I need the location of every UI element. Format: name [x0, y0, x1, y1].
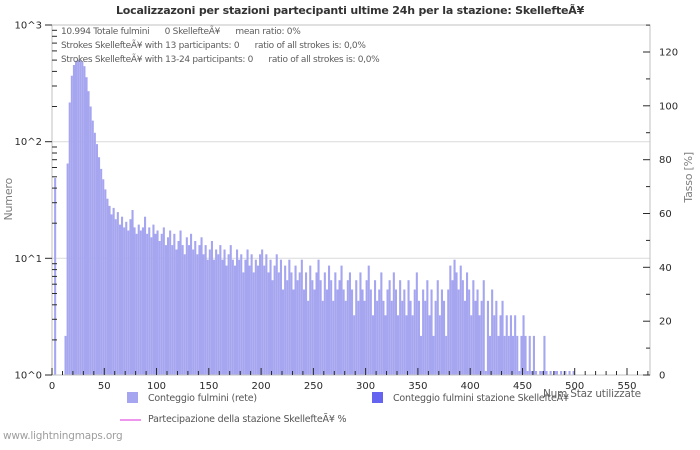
axis-title-left: Numero — [2, 178, 15, 221]
axis-title-x: Num Staz utilizzate — [543, 388, 641, 400]
axis-title-right: Tasso [%] — [682, 152, 695, 203]
svg-text:40: 40 — [659, 263, 672, 274]
legend-participation-label: Partecipazione della stazione SkellefteÃ… — [148, 414, 347, 425]
svg-text:550: 550 — [617, 381, 636, 392]
x-axis-ticks: 0 50 100 150 200 250 300 350 400 450 500 550 — [49, 368, 649, 392]
y-left-axis-ticks: 10^0 10^1 10^2 10^3 — [15, 21, 57, 382]
annotation-line-2: Strokes SkellefteÃ¥ with 13 participants… — [61, 41, 366, 51]
y-right-axis-ticks: 0 20 40 60 80 100 120 — [643, 24, 678, 382]
svg-text:200: 200 — [252, 381, 271, 392]
annotation-line-1: 10.994 Totale fulmini 0 SkellefteÃ¥ mean… — [61, 27, 301, 37]
annotation-line-3: Strokes SkellefteÃ¥ with 13-24 participa… — [61, 55, 380, 65]
legend-participation-line — [120, 419, 141, 421]
svg-text:100: 100 — [147, 381, 166, 392]
svg-text:10^1: 10^1 — [15, 254, 42, 265]
watermark-url: www.lightningmaps.org — [3, 430, 123, 442]
svg-text:0: 0 — [659, 371, 665, 382]
svg-text:150: 150 — [199, 381, 218, 392]
svg-text:10^2: 10^2 — [15, 137, 42, 148]
legend-network-label: Conteggio fulmini (rete) — [148, 393, 257, 404]
svg-text:120: 120 — [659, 48, 678, 59]
legend-station-swatch — [372, 392, 383, 403]
svg-text:10^3: 10^3 — [15, 21, 42, 32]
svg-text:50: 50 — [98, 381, 111, 392]
svg-text:250: 250 — [304, 381, 323, 392]
svg-text:350: 350 — [408, 381, 427, 392]
svg-text:60: 60 — [659, 209, 672, 220]
svg-text:100: 100 — [659, 101, 678, 112]
svg-text:20: 20 — [659, 317, 672, 328]
svg-text:80: 80 — [659, 155, 672, 166]
page-title: Localizzazoni per stazioni partecipanti … — [115, 4, 585, 17]
legend-network-swatch — [127, 392, 138, 403]
svg-text:300: 300 — [356, 381, 375, 392]
svg-text:10^0: 10^0 — [15, 371, 42, 382]
svg-text:0: 0 — [49, 381, 55, 392]
svg-text:400: 400 — [461, 381, 480, 392]
legend-station-label: Conteggio fulmini stazione SkellefteÃ¥ — [393, 393, 569, 404]
network-bars — [54, 59, 575, 376]
svg-text:500: 500 — [565, 381, 584, 392]
svg-text:450: 450 — [513, 381, 532, 392]
